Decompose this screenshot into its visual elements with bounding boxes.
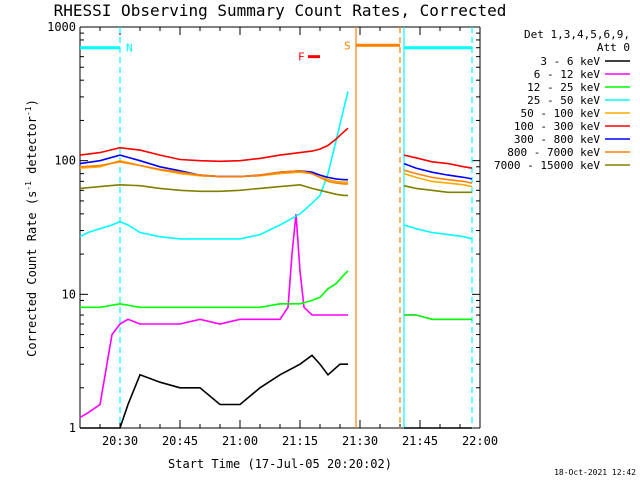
series-line-post-gap — [403, 169, 473, 184]
data-series — [79, 91, 473, 429]
y-tick-label: 1 — [69, 421, 76, 435]
series-line-post-gap — [403, 184, 472, 194]
x-tick-label: 21:00 — [222, 434, 258, 448]
series-line-post-gap — [403, 162, 473, 180]
y-tick-label: 10 — [62, 287, 76, 301]
series-line-post-gap — [403, 224, 473, 240]
legend-entry-label: 6 - 12 keV — [534, 68, 601, 81]
plot-area — [79, 26, 481, 429]
x-tick-label: 21:45 — [402, 434, 438, 448]
footer-date: 18-Oct-2021 12:42 — [554, 468, 636, 477]
series-line — [80, 354, 348, 429]
y-tick-label: 1000 — [47, 20, 76, 34]
legend-entry-label: 50 - 100 keV — [521, 107, 601, 120]
series-line — [79, 160, 348, 185]
annotation-label: N — [126, 42, 133, 55]
series-line — [80, 270, 349, 309]
legend-entry-label: 25 - 50 keV — [527, 94, 600, 107]
annotation-label: S — [344, 39, 351, 52]
annotation-label: F — [298, 51, 305, 64]
series-line — [79, 127, 349, 163]
vertical-markers — [119, 27, 473, 428]
legend-entry-label: 3 - 6 keV — [540, 55, 600, 68]
y-tick-label: 100 — [54, 154, 76, 168]
series-line-post-gap — [403, 154, 473, 169]
legend-entry-label: 300 - 800 keV — [514, 133, 600, 146]
y-axis-ticks: 1 10 100 1000 — [47, 20, 480, 435]
x-axis-ticks: 20:30 20:45 21:00 21:15 21:30 21:45 22:00 — [79, 27, 498, 448]
x-tick-label: 21:30 — [342, 434, 378, 448]
x-tick-label: 21:15 — [282, 434, 318, 448]
x-axis-label: Start Time (17-Jul-05 20:20:02) — [168, 457, 392, 471]
series-line-post-gap — [404, 314, 472, 321]
y-axis-label: Corrected Count Rate (s-1 detector-1) — [24, 99, 39, 357]
legend-header-line-2: Att 0 — [597, 41, 630, 54]
series-line-post-gap — [403, 172, 473, 188]
chart-title: RHESSI Observing Summary Count Rates, Co… — [54, 1, 507, 20]
series-line — [79, 213, 348, 419]
x-tick-label: 22:00 — [462, 434, 498, 448]
legend-entry-label: 7000 - 15000 keV — [494, 159, 600, 172]
series-line — [79, 183, 348, 197]
series-line — [79, 91, 349, 240]
legend-entry-label: 100 - 300 keV — [514, 120, 600, 133]
annotation-bars: NFS — [80, 39, 472, 64]
legend-entry-label: 12 - 25 keV — [527, 81, 600, 94]
x-tick-label: 20:45 — [162, 434, 198, 448]
x-tick-label: 20:30 — [102, 434, 138, 448]
legend-entry-label: 800 - 7000 keV — [507, 146, 600, 159]
legend-header-line-1: Det 1,3,4,5,6,9, — [524, 28, 630, 41]
